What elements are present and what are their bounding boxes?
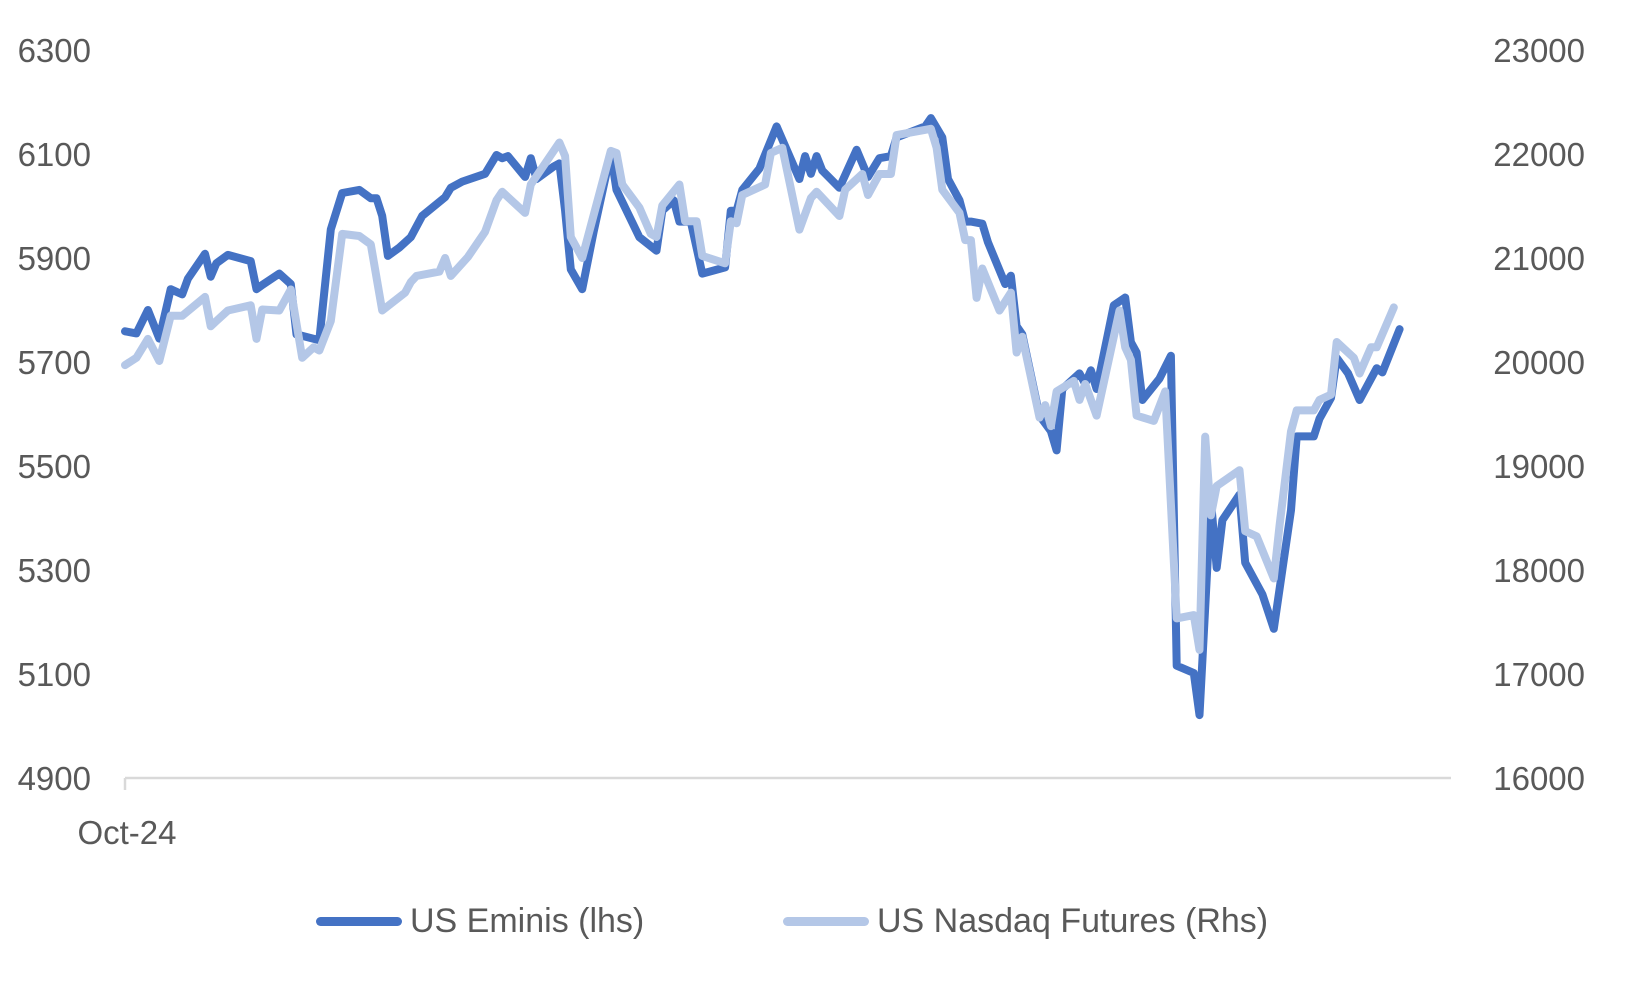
left-y-tick-label: 5100 xyxy=(18,656,91,693)
right-y-tick-label: 18000 xyxy=(1493,552,1585,589)
left-y-tick-label: 5700 xyxy=(18,344,91,381)
right-y-tick-label: 16000 xyxy=(1493,760,1585,797)
right-y-tick-label: 17000 xyxy=(1493,656,1585,693)
left-axis-ticks: 4900 5100 5300 5500 5700 5900 6100 6300 xyxy=(18,32,91,797)
series-line-us-nasdaq-futures xyxy=(121,124,1398,654)
right-y-tick-label: 19000 xyxy=(1493,448,1585,485)
legend-label-nasdaq: US Nasdaq Futures (Rhs) xyxy=(877,902,1269,940)
x-tick-label: Oct-24 xyxy=(77,814,176,851)
series-line-us-eminis xyxy=(121,114,1404,720)
legend-item-nasdaq: US Nasdaq Futures (Rhs) xyxy=(783,902,1268,941)
legend-label-eminis: US Eminis (lhs) xyxy=(410,902,645,940)
legend-item-eminis: US Eminis (lhs) xyxy=(316,902,644,941)
left-y-tick-label: 5900 xyxy=(18,240,91,277)
legend-swatch-nasdaq xyxy=(783,917,869,926)
series-lines xyxy=(121,114,1404,720)
legend-swatch-eminis xyxy=(316,917,402,926)
left-y-tick-label: 5500 xyxy=(18,448,91,485)
right-y-tick-label: 22000 xyxy=(1493,136,1585,173)
right-y-tick-label: 20000 xyxy=(1493,344,1585,381)
right-y-tick-label: 21000 xyxy=(1493,240,1585,277)
left-y-tick-label: 6300 xyxy=(18,32,91,69)
right-y-tick-label: 23000 xyxy=(1493,32,1585,69)
left-y-tick-label: 6100 xyxy=(18,136,91,173)
left-y-tick-label: 5300 xyxy=(18,552,91,589)
left-y-tick-label: 4900 xyxy=(18,760,91,797)
right-axis-ticks: 16000 17000 18000 19000 20000 21000 22000 23000 xyxy=(1493,32,1585,797)
